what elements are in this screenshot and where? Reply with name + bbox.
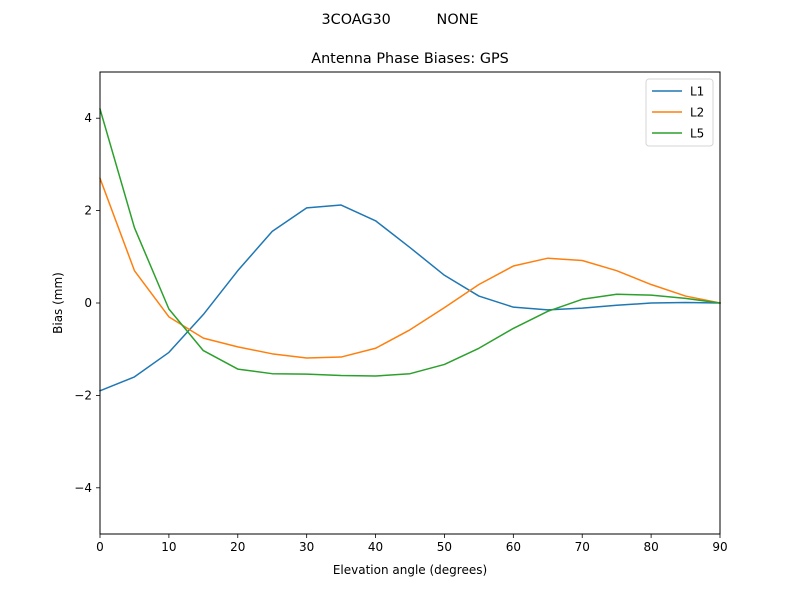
legend-label-l5: L5 — [690, 127, 704, 141]
x-tick-label: 20 — [230, 540, 245, 554]
series-line-l5 — [99, 108, 721, 377]
x-axis-label: Elevation angle (degrees) — [333, 563, 487, 577]
x-tick-label: 70 — [575, 540, 590, 554]
y-tick-label: −2 — [74, 388, 92, 402]
x-tick-label: 30 — [299, 540, 314, 554]
chart-suptitle: 3COAG30 NONE — [321, 12, 478, 28]
y-tick-label: 4 — [84, 111, 92, 125]
y-tick-label: 0 — [84, 296, 92, 310]
plot-frame — [99, 71, 721, 535]
y-tick-label: 2 — [84, 204, 92, 218]
legend-label-l2: L2 — [690, 106, 704, 120]
x-tick-label: 50 — [437, 540, 452, 554]
x-tick-label: 0 — [96, 540, 104, 554]
legend-label-l1: L1 — [690, 85, 704, 99]
x-tick-label: 40 — [368, 540, 383, 554]
series-line-l1 — [99, 204, 721, 392]
series-line-l2 — [99, 177, 721, 359]
x-tick-label: 10 — [161, 540, 176, 554]
y-axis-label: Bias (mm) — [51, 272, 65, 334]
tick-layer: 0 10 20 30 40 50 60 70 80 90 −4 −2 0 2 4 — [74, 111, 727, 554]
x-tick-label: 90 — [712, 540, 727, 554]
legend: L1 L2 L5 — [645, 78, 714, 147]
series-layer — [99, 108, 721, 392]
x-tick-label: 60 — [506, 540, 521, 554]
x-tick-label: 80 — [643, 540, 658, 554]
chart-title: Antenna Phase Biases: GPS — [311, 51, 509, 67]
y-tick-label: −4 — [74, 481, 92, 495]
